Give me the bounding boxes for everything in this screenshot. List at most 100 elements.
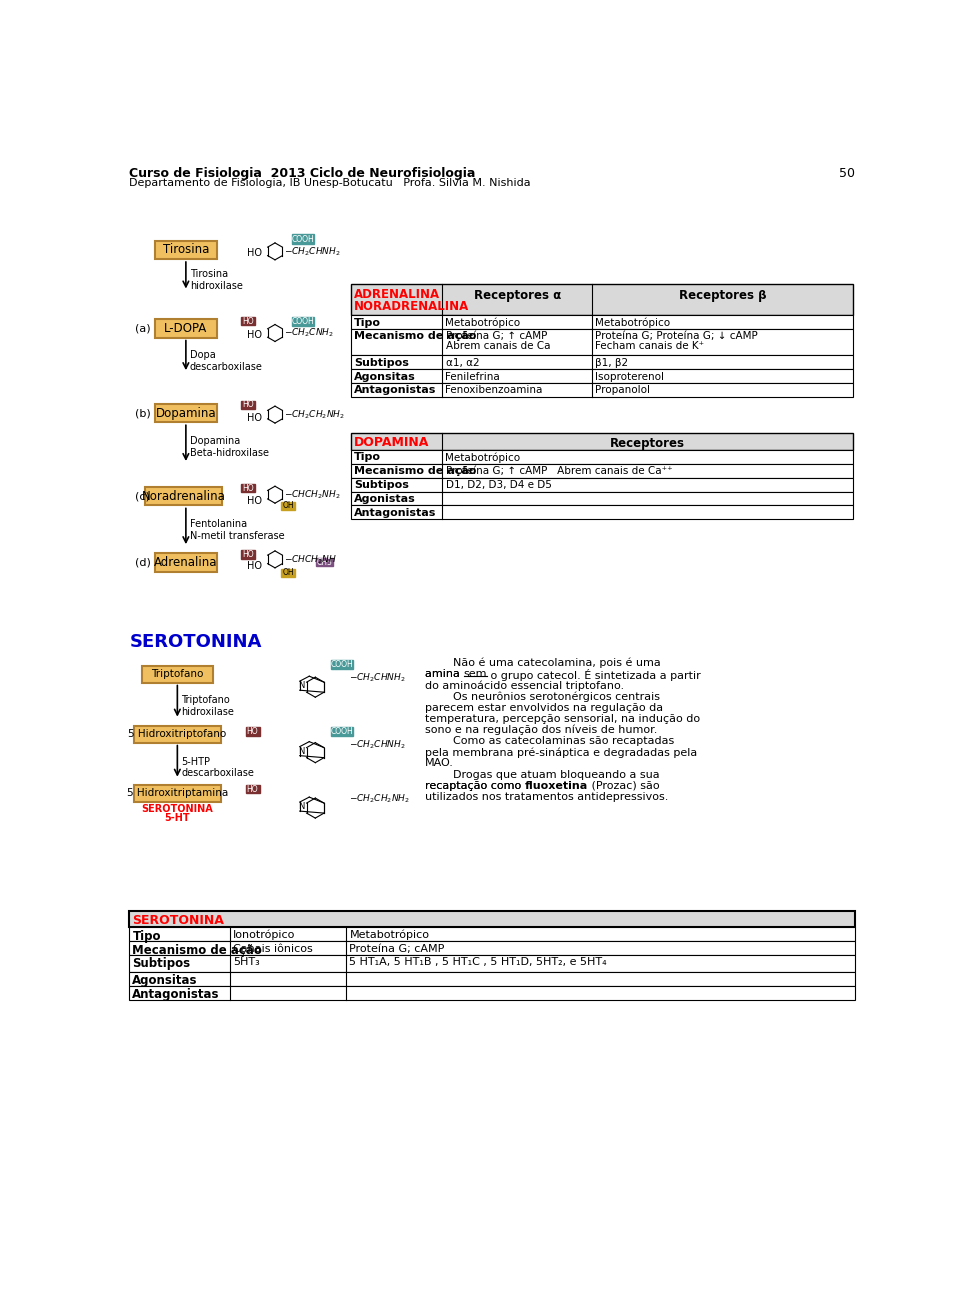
Text: Subtipos: Subtipos [354,358,409,367]
Text: (c): (c) [135,491,151,501]
Text: N: N [299,802,305,811]
Text: COOH: COOH [292,318,314,325]
Text: Proteína G; ↑ cAMP   Abrem canais de Ca⁺⁺: Proteína G; ↑ cAMP Abrem canais de Ca⁺⁺ [445,466,672,476]
Text: $-CH_2CHNH_2$: $-CH_2CHNH_2$ [348,672,405,685]
Text: ADRENALINA: ADRENALINA [354,287,441,300]
Bar [351,329,853,356]
Text: 5-HTP
descarboxilase: 5-HTP descarboxilase [181,757,254,778]
Text: COOH: COOH [292,235,314,244]
Text: CH3: CH3 [317,558,332,567]
Text: Dopamina
Beta-hidroxilase: Dopamina Beta-hidroxilase [190,436,269,458]
Text: Agonsitas: Agonsitas [132,975,198,988]
Bar [351,315,853,329]
Text: $-CHCH_2NH_2$: $-CHCH_2NH_2$ [283,488,341,501]
Text: do aminoácido essencial triptofano.: do aminoácido essencial triptofano. [425,680,624,691]
Text: utilizados nos tratamentos antidepressivos.: utilizados nos tratamentos antidepressiv… [425,792,669,802]
Text: HO: HO [242,550,253,559]
Text: Drogas que atuam bloqueando a sua: Drogas que atuam bloqueando a sua [425,770,660,779]
Text: Como as catecolaminas são recaptadas: Como as catecolaminas são recaptadas [425,736,675,747]
Text: Agonistas: Agonistas [354,493,416,504]
Text: SEROTONINA: SEROTONINA [141,804,213,815]
Bar [130,955,854,972]
Text: $-CH_2CNH_2$: $-CH_2CNH_2$ [283,327,333,340]
Text: $-CHCH_2NH$: $-CHCH_2NH$ [283,554,337,565]
Text: (a): (a) [135,323,151,333]
Text: 50: 50 [839,167,854,180]
Text: Receptores: Receptores [611,437,685,450]
Text: HO: HO [247,248,262,258]
Text: (Prozac) são: (Prozac) são [588,781,660,791]
Text: Metabotrópico: Metabotrópico [349,930,429,941]
Text: α1, α2: α1, α2 [445,358,479,367]
Text: (b): (b) [135,408,152,419]
Bar [142,665,213,682]
Bar [130,941,854,955]
Bar [145,487,223,505]
Bar [155,404,217,422]
Text: Os neurônios serotonérgicos centrais: Os neurônios serotonérgicos centrais [425,691,660,702]
Bar [351,450,853,464]
Text: Tirosina
hidroxilase: Tirosina hidroxilase [190,269,243,291]
Text: Antagonistas: Antagonistas [354,508,437,518]
Text: N: N [299,681,305,690]
Bar [351,505,853,520]
Bar [241,550,254,559]
Text: recaptação como: recaptação como [425,781,525,791]
Bar [134,785,221,802]
Text: HO: HO [247,329,262,340]
Bar [351,369,853,383]
Text: HO: HO [247,413,262,422]
Text: HO: HO [247,562,262,571]
Text: $-CH_2CHNH_2$: $-CH_2CHNH_2$ [348,739,405,752]
Text: Subtipos: Subtipos [354,480,409,491]
Bar [316,558,333,567]
Text: Subtipos: Subtipos [132,958,190,971]
Text: Abrem canais de Ca: Abrem canais de Ca [445,341,550,352]
Bar [351,433,853,450]
Text: $-CH_2CH_2NH_2$: $-CH_2CH_2NH_2$ [348,792,410,806]
Bar [130,985,854,1000]
Bar [281,501,295,510]
Bar [241,316,254,325]
Text: fluoxetina: fluoxetina [525,781,588,791]
Text: HO: HO [242,400,253,409]
Text: Proteína G; Proteína G; ↓ cAMP: Proteína G; Proteína G; ↓ cAMP [595,332,757,341]
Text: Receptores β: Receptores β [679,289,766,302]
Bar [351,285,853,315]
Text: 5 Hidroxitriptamina: 5 Hidroxitriptamina [127,789,228,799]
Bar [155,319,217,337]
Text: Curso de Fisiologia  2013 Ciclo de Neurofisiologia: Curso de Fisiologia 2013 Ciclo de Neurof… [130,167,475,180]
Text: 5-HT: 5-HT [164,813,190,824]
Bar [241,484,254,492]
Text: Triptofano: Triptofano [151,669,204,680]
Bar [351,478,853,492]
Bar [351,492,853,505]
Text: parecem estar envolvidos na regulação da: parecem estar envolvidos na regulação da [425,703,663,712]
Text: amina: amina [425,669,464,680]
Bar [134,726,221,743]
Text: MAO.: MAO. [425,758,454,769]
Text: N: N [299,747,305,756]
Text: Fenoxibenzoamina: Fenoxibenzoamina [445,386,542,395]
Text: Não é uma catecolamina, pois é uma: Não é uma catecolamina, pois é uma [425,657,661,668]
Bar [292,235,314,244]
Text: Canais iônicos: Canais iônicos [233,943,313,954]
Bar [351,356,853,369]
Text: Proteína G; ↑ cAMP: Proteína G; ↑ cAMP [445,332,547,341]
Bar [246,785,259,794]
Bar [281,568,295,577]
Bar [292,316,314,327]
Text: COOH: COOH [330,727,353,736]
Text: SEROTONINA: SEROTONINA [132,913,225,926]
Bar [246,727,259,736]
Bar [331,660,352,669]
Text: Tipo: Tipo [132,930,161,943]
Text: Metabotrópico: Metabotrópico [445,453,520,463]
Text: 5 HT₁A, 5 HT₁B , 5 HT₁C , 5 HT₁D, 5HT₂, e 5HT₄: 5 HT₁A, 5 HT₁B , 5 HT₁C , 5 HT₁D, 5HT₂, … [349,958,607,967]
Text: amina: amina [425,669,464,680]
Text: Departamento de Fisiologia, IB Unesp-Botucatu   Profa. Silvia M. Nishida: Departamento de Fisiologia, IB Unesp-Bot… [130,178,531,188]
Text: Metabotrópico: Metabotrópico [445,318,520,328]
Text: pela membrana pré-sináptica e degradadas pela: pela membrana pré-sináptica e degradadas… [425,748,698,758]
Bar [130,972,854,985]
Text: $-CH_2CH_2NH_2$: $-CH_2CH_2NH_2$ [283,408,345,421]
